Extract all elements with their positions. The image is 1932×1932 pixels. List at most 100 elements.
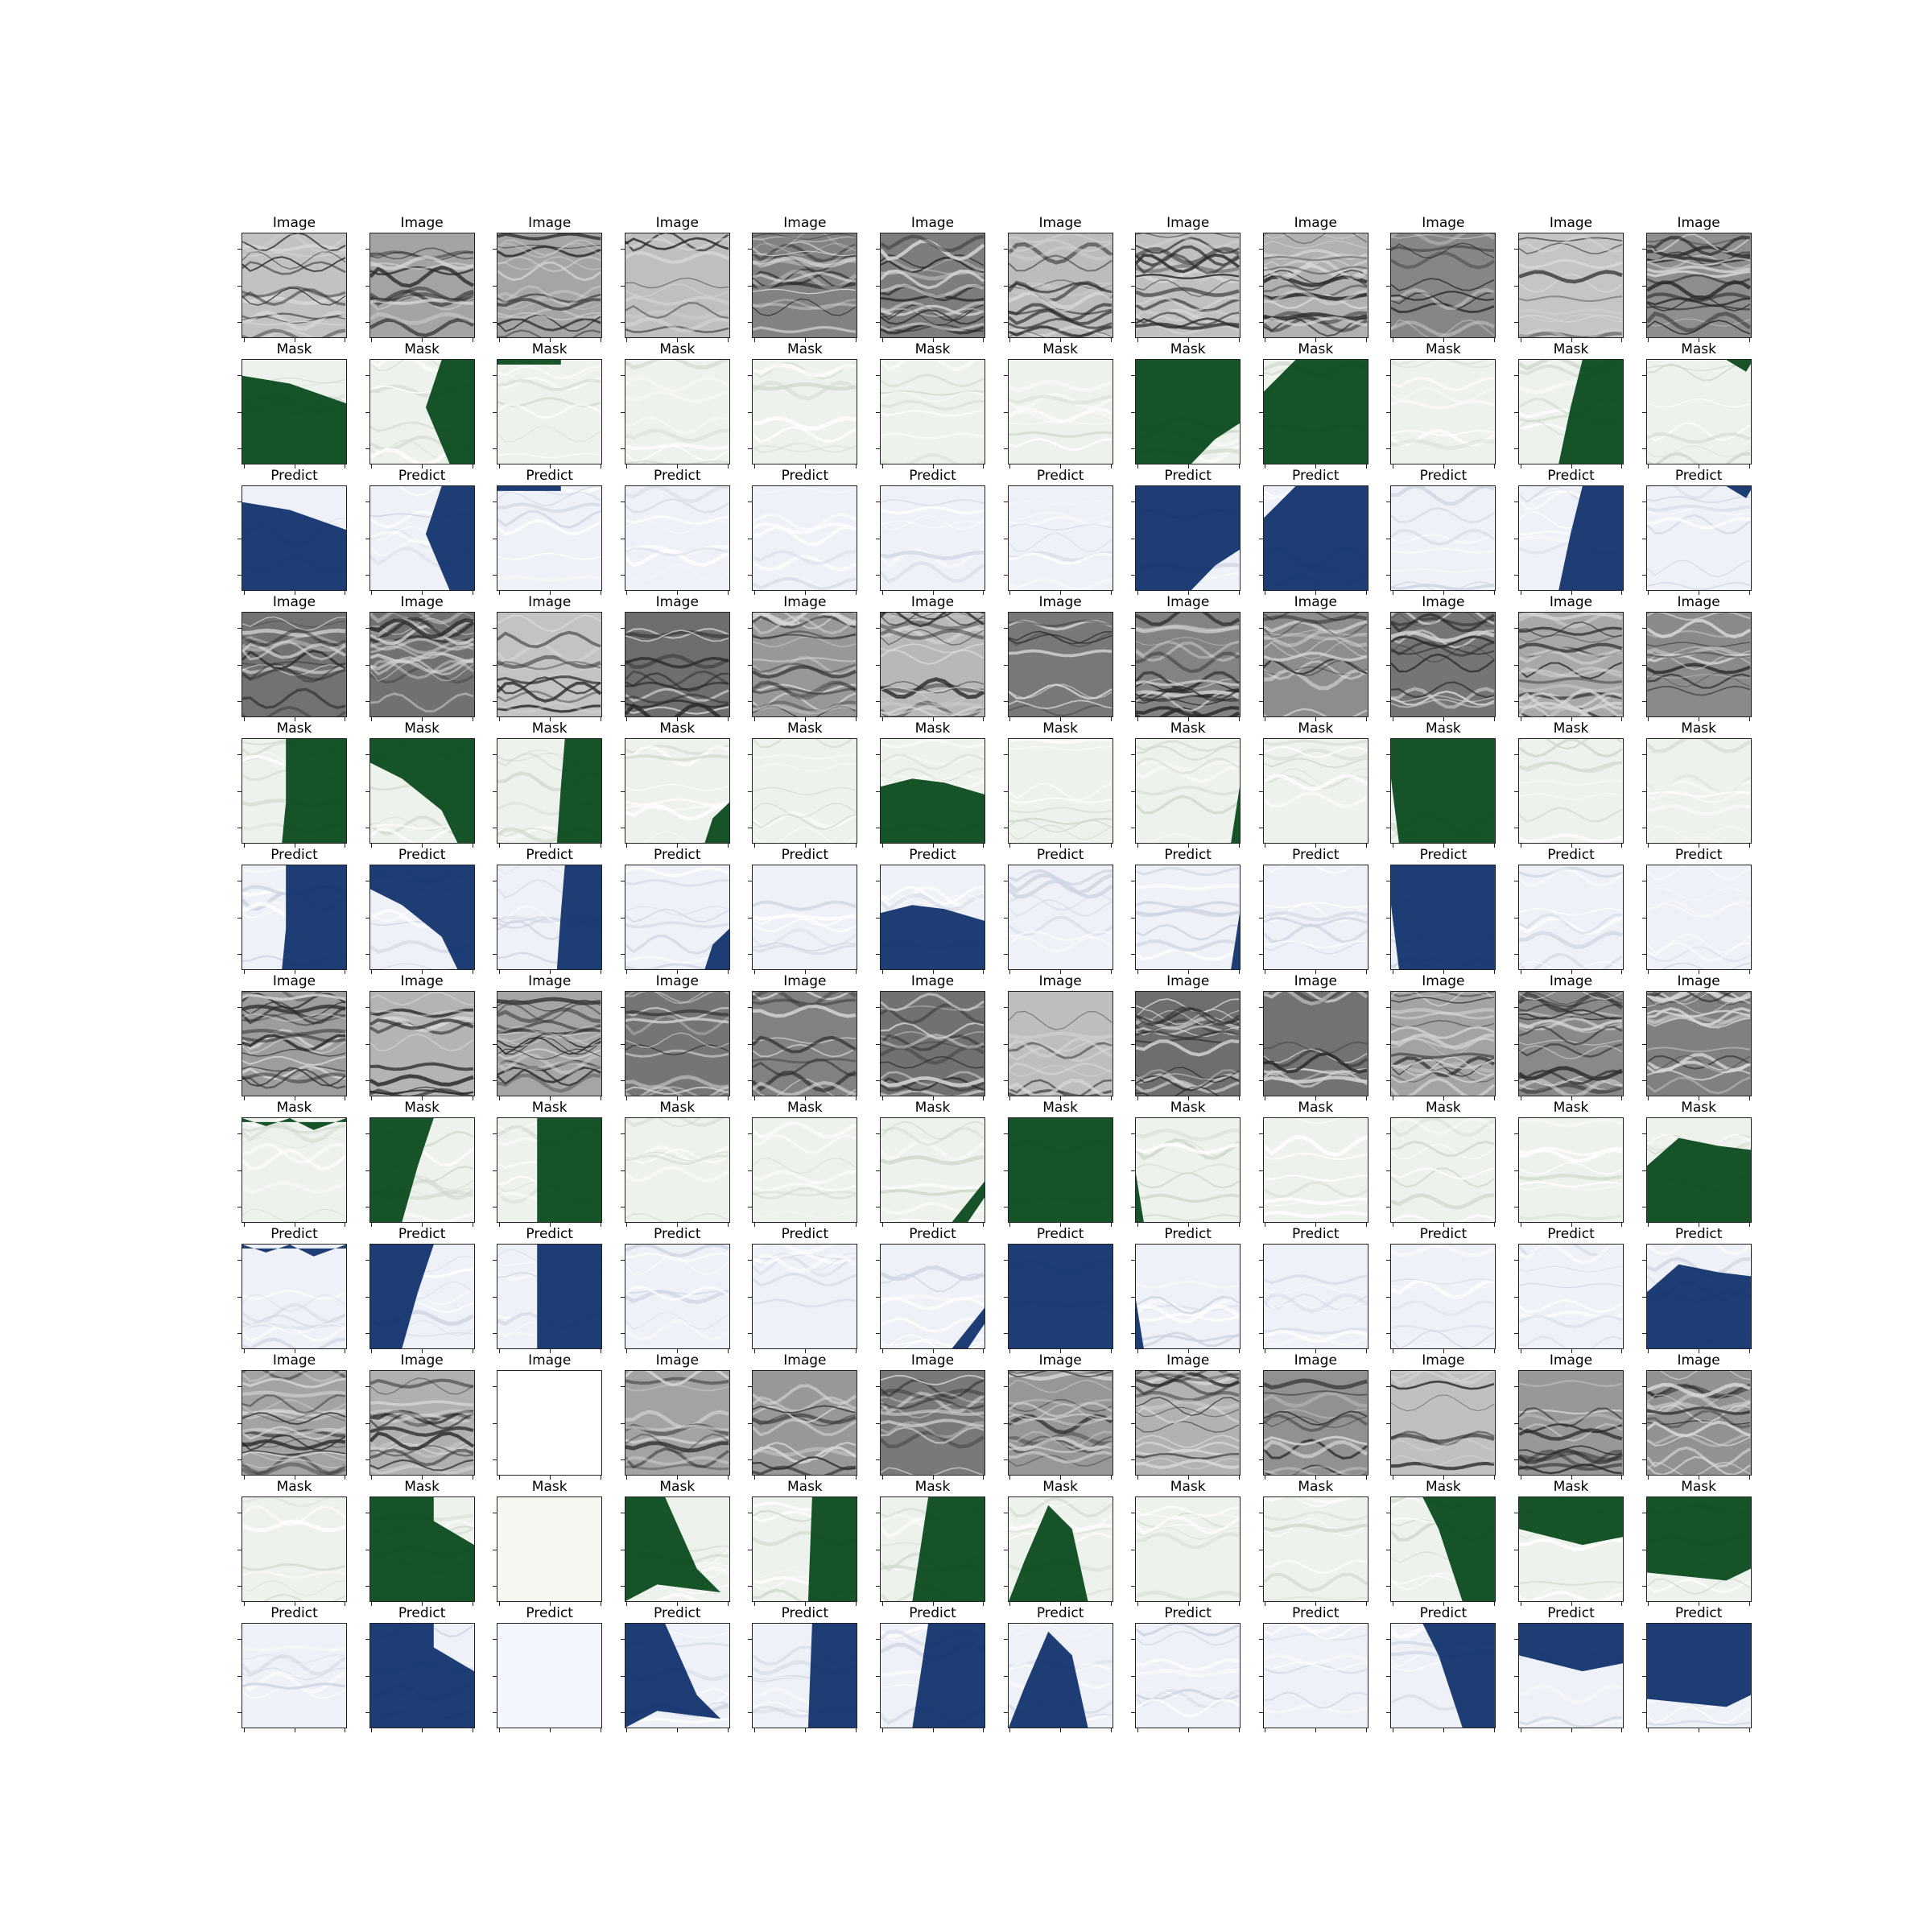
x-tick [1110, 1602, 1112, 1606]
panel-title: Image [910, 973, 955, 989]
y-tick [1258, 248, 1263, 250]
panel-image [1646, 992, 1751, 1096]
x-tick [983, 1602, 985, 1606]
panel-title: Image [400, 973, 444, 989]
mask-region [497, 360, 561, 365]
panel-title: Predict [1036, 1605, 1084, 1621]
panel-title: Image [528, 215, 572, 231]
x-tick [498, 1223, 500, 1227]
y-tick [1258, 701, 1263, 703]
x-tick [1443, 1096, 1444, 1100]
predict-panel [1135, 1244, 1241, 1349]
y-tick [1258, 1006, 1263, 1008]
x-tick [1571, 844, 1572, 848]
panel-image [1646, 1624, 1751, 1728]
y-tick [1386, 1296, 1391, 1298]
predict-panel [880, 865, 985, 970]
x-tick [1110, 338, 1112, 342]
x-tick [1009, 844, 1011, 848]
x-tick [1366, 591, 1368, 595]
panel-image [1519, 613, 1623, 716]
panel-image [1008, 1118, 1113, 1222]
x-tick [855, 970, 857, 974]
x-tick [804, 717, 806, 721]
x-tick [1315, 1096, 1317, 1100]
y-tick [1641, 1586, 1646, 1587]
x-tick [371, 464, 373, 469]
x-tick [855, 464, 857, 469]
panel-image [625, 1245, 729, 1348]
y-tick [1641, 374, 1646, 376]
x-tick [498, 1602, 500, 1606]
y-tick [493, 1586, 497, 1587]
y-tick [365, 1422, 369, 1424]
image-panel [624, 1370, 730, 1476]
y-tick [493, 917, 497, 919]
image-panel [1135, 1370, 1241, 1476]
x-tick [1748, 1096, 1750, 1100]
y-tick [1258, 1586, 1263, 1587]
panel-title: Mask [531, 341, 568, 357]
x-tick [1648, 1223, 1649, 1227]
panel-image [625, 1624, 729, 1728]
x-tick [1748, 970, 1750, 974]
mask-panel [497, 1117, 603, 1223]
predict-panel [1390, 1244, 1496, 1349]
x-tick [1493, 1349, 1495, 1353]
panel-title: Image [910, 215, 955, 231]
y-tick [1131, 1385, 1136, 1387]
y-tick [365, 753, 369, 755]
panel-title: Mask [786, 720, 823, 737]
x-tick [754, 464, 756, 469]
x-tick [243, 1096, 245, 1100]
y-tick [876, 701, 880, 703]
y-tick [237, 1296, 242, 1298]
panel-title: Predict [526, 1605, 573, 1621]
panel-title: Mask [1298, 1479, 1334, 1495]
y-tick [1131, 1296, 1136, 1298]
panel-image [1263, 1497, 1368, 1601]
x-tick [881, 591, 883, 595]
x-tick [1315, 338, 1317, 342]
image-panel [752, 612, 858, 717]
x-tick [1648, 844, 1649, 848]
y-tick [1514, 448, 1518, 450]
x-tick [1571, 1476, 1572, 1480]
y-tick [876, 1638, 880, 1640]
y-tick [1131, 1675, 1136, 1677]
predict-region [425, 486, 474, 590]
y-tick [748, 1638, 753, 1640]
predict-region [808, 1624, 857, 1728]
panel-title: Mask [1298, 1100, 1334, 1116]
image-panel [369, 991, 475, 1096]
y-tick [365, 1133, 369, 1134]
predict-panel [497, 485, 603, 591]
x-tick [932, 338, 934, 342]
y-tick [237, 322, 242, 324]
mask-region [282, 739, 346, 843]
panel-title: Mask [786, 1100, 823, 1116]
y-tick [748, 1006, 753, 1008]
y-tick [876, 1586, 880, 1587]
panel-image [1263, 865, 1368, 969]
y-tick [365, 448, 369, 450]
predict-region [242, 502, 346, 590]
y-tick [1386, 411, 1391, 413]
panel-image [1391, 613, 1496, 716]
x-tick [1060, 1096, 1062, 1100]
y-tick [620, 1170, 625, 1171]
x-tick [1009, 1728, 1011, 1732]
y-tick [1514, 1675, 1518, 1677]
panel-title: Predict [1419, 847, 1468, 863]
predict-region [1391, 865, 1496, 969]
x-tick [677, 1728, 679, 1732]
y-tick [748, 1712, 753, 1714]
predict-panel [1645, 485, 1752, 591]
y-tick [620, 1259, 625, 1261]
panel-title: Mask [1681, 720, 1716, 737]
x-tick [677, 717, 679, 721]
y-tick [1641, 411, 1646, 413]
x-tick [1571, 338, 1572, 342]
y-tick [876, 1296, 880, 1298]
